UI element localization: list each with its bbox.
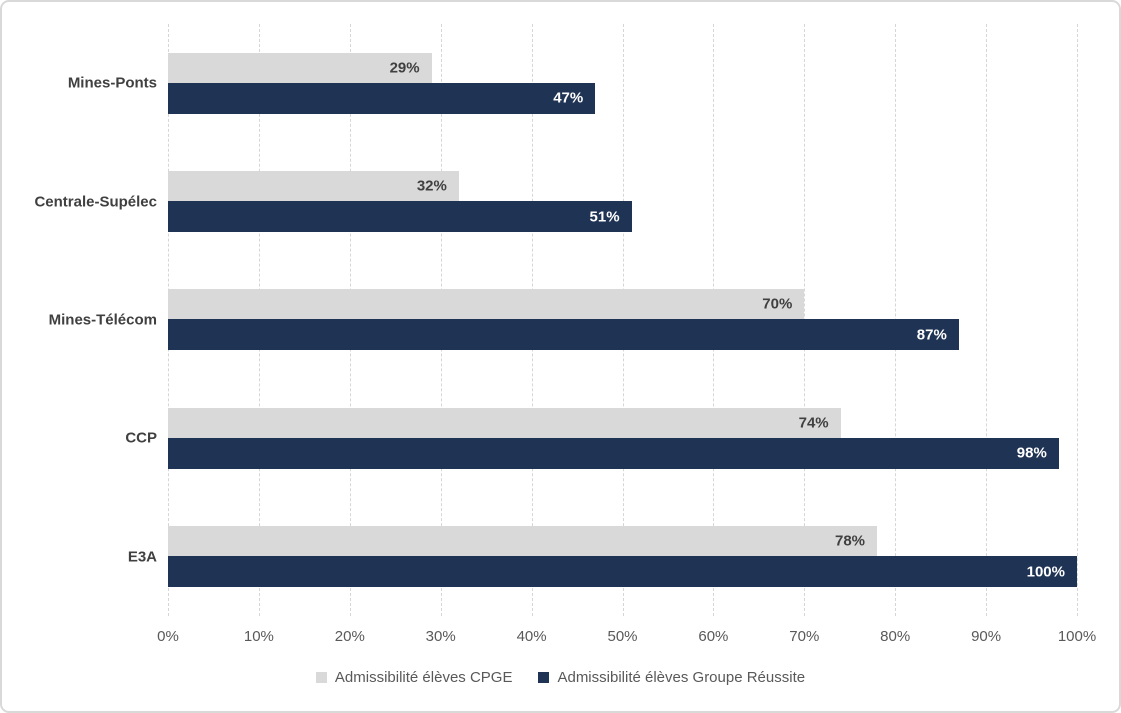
- bar-value-label: 100%: [1026, 563, 1065, 581]
- x-tick-label: 100%: [1057, 628, 1097, 645]
- bar-value-label: 74%: [798, 414, 829, 432]
- x-tick-label: 80%: [880, 628, 911, 645]
- x-tick-label: 70%: [789, 628, 820, 645]
- category-row: Mines-Ponts 29% 47%: [68, 24, 1077, 142]
- bar-value-label: 47%: [553, 89, 584, 107]
- category-label: Mines-Télécom: [48, 311, 157, 329]
- x-tick-label: 60%: [698, 628, 729, 645]
- bar-groupe-reussite: 98%: [168, 437, 1059, 469]
- category-row: Centrale-Supélec 32% 51%: [34, 142, 1077, 260]
- bar-value-label: 32%: [416, 177, 447, 195]
- legend-item-groupe-reussite: Admissibilité élèves Groupe Réussite: [538, 669, 805, 686]
- category-row: CCP 74% 98%: [125, 379, 1077, 497]
- bar-value-label: 51%: [589, 208, 620, 226]
- category-label: Mines-Ponts: [67, 74, 157, 92]
- bar-groupe-reussite: 100%: [168, 556, 1077, 588]
- bar-value-label: 98%: [1016, 444, 1047, 462]
- x-tick-label: 20%: [334, 628, 365, 645]
- bar-cpge: 70%: [168, 289, 805, 320]
- bar-cpge: 29%: [168, 52, 432, 83]
- bar-cpge: 74%: [168, 407, 841, 438]
- bar-value-label: 29%: [389, 59, 420, 77]
- x-tick-label: 40%: [516, 628, 547, 645]
- category-label: Centrale-Supélec: [34, 193, 157, 211]
- bar-groupe-reussite: 87%: [168, 319, 959, 351]
- x-axis: 0% 10% 20% 30% 40% 50% 60% 70% 80% 90% 100%: [157, 628, 1096, 650]
- category-label: CCP: [125, 429, 157, 447]
- legend-item-cpge: Admissibilité élèves CPGE: [315, 669, 513, 686]
- legend-swatch-cpge: [315, 672, 327, 683]
- gridline: [1077, 24, 1078, 616]
- x-tick-label: 30%: [425, 628, 456, 645]
- bar-cpge: 32%: [168, 171, 459, 202]
- x-tick-label: 90%: [971, 628, 1002, 645]
- category-row: E3A 78% 100%: [128, 498, 1077, 616]
- bar-value-label: 87%: [916, 326, 947, 344]
- legend-label: Admissibilité élèves Groupe Réussite: [557, 669, 806, 686]
- bar-value-label: 70%: [762, 295, 793, 313]
- plot-area: Mines-Ponts 29% 47% Centrale-Supélec 32% 51% M…: [34, 24, 1078, 616]
- legend-label: Admissibilité élèves CPGE: [334, 669, 513, 686]
- x-tick-label: 50%: [607, 628, 638, 645]
- x-tick-label: 10%: [243, 628, 274, 645]
- category-row: Mines-Télécom 70% 87%: [49, 261, 1077, 379]
- x-tick-label: 0%: [157, 628, 179, 645]
- bar-cpge: 78%: [168, 526, 878, 557]
- gridline: [986, 24, 988, 616]
- category-label: E3A: [127, 548, 157, 566]
- bar-groupe-reussite: 47%: [168, 82, 596, 114]
- legend: Admissibilité élèves CPGE Admissibilité é…: [2, 669, 1119, 686]
- bar-groupe-reussite: 51%: [168, 201, 632, 233]
- bar-value-label: 78%: [834, 532, 866, 550]
- legend-swatch-groupe-reussite: [538, 672, 550, 683]
